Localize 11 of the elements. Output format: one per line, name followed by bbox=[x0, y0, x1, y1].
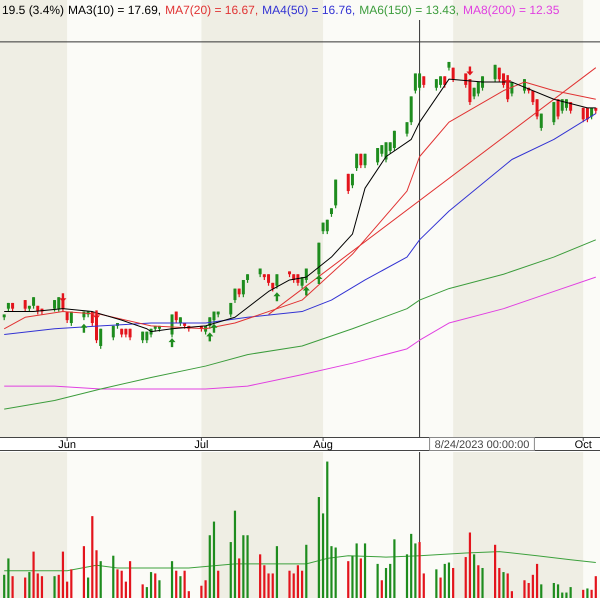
x-tick-label: Oct bbox=[574, 439, 592, 451]
text: MA6(150) = 13.43, bbox=[359, 3, 459, 17]
x-tick-label: Jun bbox=[58, 439, 76, 451]
chart-title: 19.5 (3.4%) bbox=[2, 3, 64, 17]
x-tick-label: Jul bbox=[194, 439, 208, 451]
x-tick-label: Aug bbox=[313, 439, 333, 451]
text: MA7(20) = 16.67, bbox=[165, 3, 258, 17]
text: MA8(200) = 12.35 bbox=[462, 3, 560, 17]
text: 8/24/2023 00:00:00 bbox=[434, 439, 530, 451]
text: MA4(50) = 16.76, bbox=[262, 3, 356, 17]
text: MA3(10) = 17.69, bbox=[68, 3, 162, 17]
